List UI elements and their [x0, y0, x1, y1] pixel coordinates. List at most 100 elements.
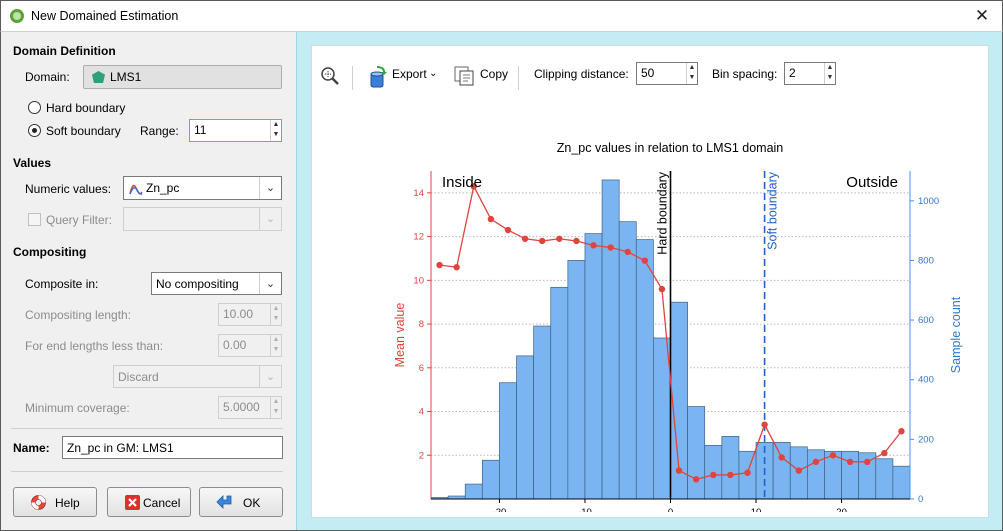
range-value: 11 — [194, 123, 207, 137]
compositing-length-value: 10.00 — [223, 307, 254, 321]
x-tick-label: -10 — [578, 507, 592, 512]
discard-value: Discard — [118, 370, 159, 384]
soft-boundary-label: Soft boundary — [766, 171, 780, 250]
name-value: Zn_pc in GM: LMS1 — [67, 441, 174, 455]
clipping-distance-stepper[interactable]: 50 ▲ ▼ — [636, 62, 698, 85]
mean-value-point — [504, 226, 512, 234]
clipping-distance-label: Clipping distance: — [534, 67, 629, 81]
min-coverage-value: 5.0000 — [223, 400, 260, 414]
mean-value-point — [881, 449, 888, 457]
toolbar-divider — [518, 66, 519, 90]
mean-value-point — [812, 458, 820, 466]
zoom-icon[interactable] — [320, 66, 340, 86]
bin-spacing-stepper[interactable]: 2 ▲ ▼ — [784, 62, 836, 85]
mean-value-point — [744, 469, 751, 476]
x-tick-label: 10 — [751, 507, 762, 512]
chevron-down-icon[interactable]: ⌄ — [429, 68, 438, 79]
mean-value-point — [778, 454, 785, 461]
histogram-bar — [601, 179, 620, 500]
ok-button[interactable]: OK — [199, 487, 283, 517]
chevron-down-icon[interactable]: ⌄ — [259, 273, 281, 294]
query-filter-select[interactable]: ⌄ — [123, 207, 282, 231]
stepper-arrows-icon[interactable]: ▲ ▼ — [270, 397, 281, 418]
compositing-length-stepper[interactable]: 10.00 ▲ ▼ — [218, 303, 282, 326]
histogram-bar — [807, 449, 825, 500]
end-lengths-label: For end lengths less than: — [25, 339, 164, 353]
compositing-length-label: Compositing length: — [25, 308, 132, 322]
mean-value-point — [470, 183, 477, 190]
histogram-bar — [772, 441, 791, 500]
domain-definition-heading: Domain Definition — [13, 44, 116, 58]
mean-value-point — [675, 467, 683, 474]
close-button[interactable]: ✕ — [974, 6, 990, 25]
chevron-down-icon[interactable]: ⌄ — [259, 177, 281, 199]
mean-series — [436, 183, 905, 483]
name-field[interactable]: Zn_pc in GM: LMS1 — [62, 436, 283, 459]
mean-value-point — [829, 452, 837, 459]
chart-axes — [427, 171, 914, 503]
divider — [11, 428, 283, 429]
chart-title: Zn_pc values in relation to LMS1 domain — [557, 141, 784, 155]
outside-region-label: Outside — [846, 174, 898, 191]
composite-in-select[interactable]: No compositing ⌄ — [151, 272, 282, 295]
cancel-label: Cancel — [143, 496, 181, 510]
mean-value-point — [436, 261, 443, 269]
domain-label: Domain: — [25, 70, 70, 84]
min-coverage-stepper[interactable]: 5.0000 ▲ ▼ — [218, 396, 282, 419]
discard-select[interactable]: Discard ⌄ — [113, 365, 282, 388]
window-title: New Domained Estimation — [31, 9, 179, 23]
mean-value-point — [898, 428, 905, 435]
numeric-values-select[interactable]: Zn_pc ⌄ — [123, 176, 282, 200]
export-icon[interactable] — [368, 66, 388, 88]
toolbar-divider — [352, 66, 353, 90]
stepper-arrows-icon[interactable]: ▲ ▼ — [686, 63, 697, 84]
mean-value-point — [692, 476, 700, 483]
histogram-bar — [567, 260, 586, 500]
histogram-bar — [481, 459, 500, 500]
stepper-arrows-icon[interactable]: ▲ ▼ — [824, 63, 835, 84]
range-stepper-arrows-icon[interactable]: ▲ ▼ — [270, 120, 281, 141]
help-button[interactable]: Help — [13, 487, 97, 517]
right-axis-label: Sample count — [949, 296, 963, 373]
mean-value-point — [761, 421, 768, 428]
soft-boundary-radio[interactable] — [28, 124, 41, 137]
left-tick-label: 6 — [419, 363, 424, 374]
query-filter-checkbox[interactable] — [28, 213, 41, 226]
chart-text: 2 4 6 8 10 12 14 0 200 400 600 800 1000 -20 -10 0 10 20 Zn… — [393, 141, 963, 512]
stepper-arrows-icon[interactable]: ▲ ▼ — [270, 335, 281, 356]
left-tick-label: 12 — [413, 232, 424, 243]
range-label: Range: — [140, 124, 179, 138]
settings-panel: Domain Definition Domain: LMS1 Hard boun… — [1, 32, 295, 530]
chart-panel: Export ⌄ Copy Clipping distance: 50 ▲ ▼ B… — [296, 32, 1002, 530]
copy-icon[interactable] — [454, 66, 476, 86]
cancel-button[interactable]: Cancel — [107, 487, 191, 517]
mean-value-point — [641, 257, 649, 264]
x-tick-label: 20 — [836, 507, 847, 512]
inside-region-label: Inside — [442, 174, 482, 191]
range-stepper[interactable]: 11 ▲ ▼ — [189, 119, 282, 142]
histogram-bar — [516, 355, 534, 500]
mean-value-point — [846, 458, 854, 466]
left-tick-label: 8 — [419, 319, 424, 330]
title-bar: New Domained Estimation ✕ — [0, 0, 1003, 31]
hard-boundary-radio[interactable] — [28, 101, 41, 114]
mean-value-point — [607, 244, 614, 251]
query-filter-label: Query Filter: — [46, 213, 113, 227]
histogram-bar — [892, 465, 911, 500]
mean-value-point — [710, 471, 717, 479]
chevron-down-icon[interactable]: ⌄ — [259, 208, 281, 230]
soft-boundary-label[interactable]: Soft boundary — [46, 124, 121, 138]
histogram-bar — [464, 483, 483, 500]
copy-button[interactable]: Copy — [480, 67, 509, 81]
mean-value-point — [590, 242, 597, 249]
stepper-arrows-icon[interactable]: ▲ ▼ — [270, 304, 281, 325]
export-button[interactable]: Export — [392, 67, 427, 81]
chevron-down-icon[interactable]: ⌄ — [259, 366, 281, 387]
bin-spacing-label: Bin spacing: — [712, 67, 778, 81]
mean-value-point — [487, 215, 495, 223]
hard-boundary-label: Hard boundary — [656, 171, 670, 254]
end-lengths-stepper[interactable]: 0.00 ▲ ▼ — [218, 334, 282, 357]
hard-boundary-label[interactable]: Hard boundary — [46, 101, 126, 115]
domain-picker-button[interactable]: LMS1 — [83, 65, 282, 89]
mean-value-point — [556, 235, 563, 242]
